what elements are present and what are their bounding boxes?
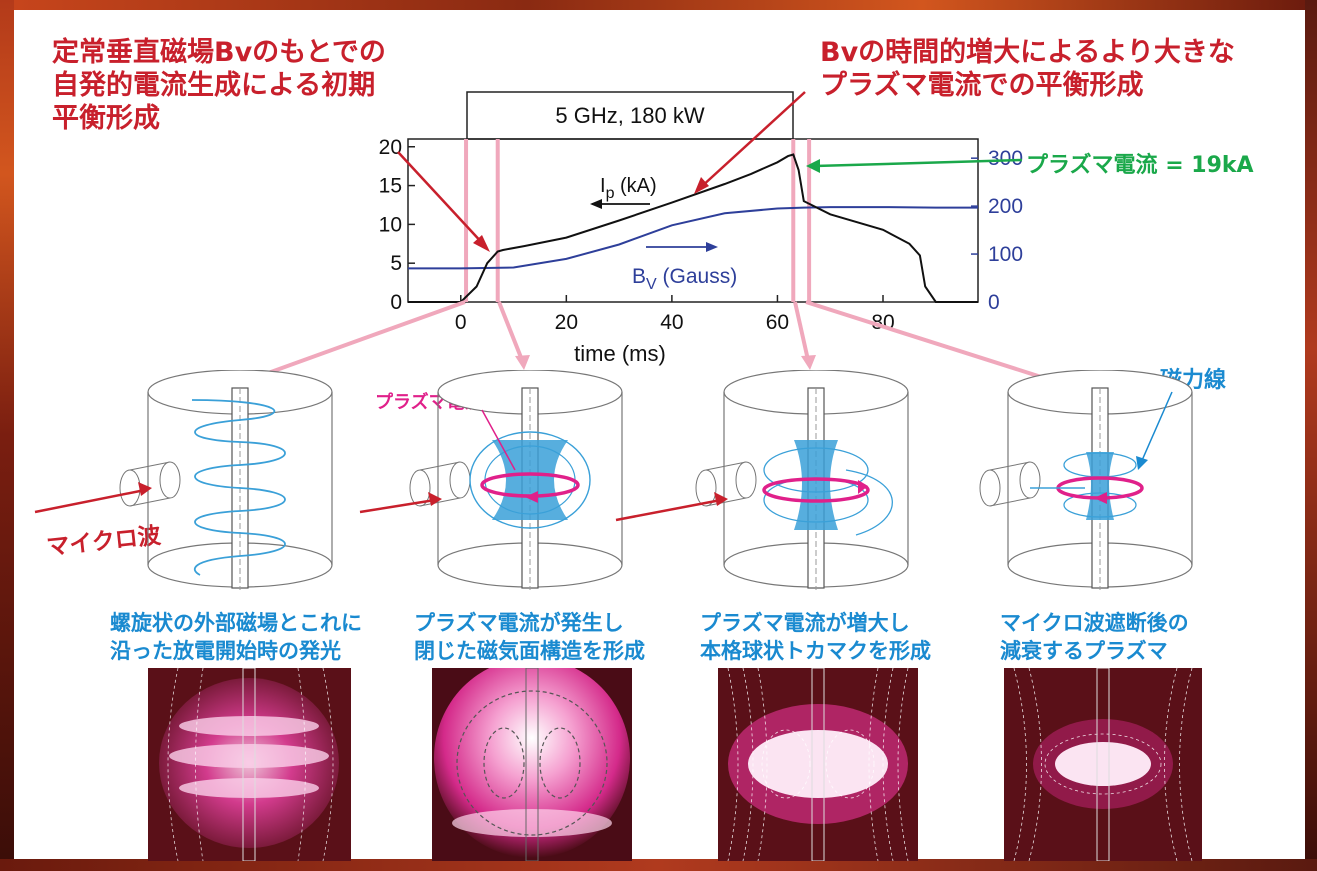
caption-1: 螺旋状の外部磁場とこれに 沿った放電開始時の発光 [110, 611, 362, 663]
header-box [466, 91, 794, 140]
photo-3 [718, 668, 918, 861]
y-left-tick-label: 20 [379, 136, 402, 159]
caption-4: マイクロ波遮断後の 減衰するプラズマ [1000, 611, 1189, 663]
y-left-tick-label: 10 [379, 213, 402, 236]
plasma-current-chart: 5 GHz, 180 kW 0 20 40 60 8005101520010020030… [233, 91, 1058, 380]
bv-label: BV (Gauss) [632, 265, 737, 293]
panel-3-cylinder [615, 370, 909, 591]
x-tick-label: 40 [660, 311, 683, 334]
ip-arrowhead [590, 199, 602, 209]
y-right-tick-label: 100 [988, 243, 1023, 266]
x-tick-label: 20 [555, 311, 578, 334]
caption-3: プラズマ電流が増大し 本格球状トカマクを形成 [700, 611, 931, 663]
x-tick-label: 0 [455, 311, 467, 334]
helical-field-lines [191, 399, 286, 576]
left-title-arrowhead [473, 235, 490, 252]
x-axis-label: time (ms) [574, 341, 666, 366]
y-right-tick-label: 200 [988, 195, 1023, 218]
photo-4 [1004, 668, 1202, 861]
caption-2: プラズマ電流が発生し 閉じた磁気面構造を形成 [414, 611, 645, 663]
right-title-arrow [699, 91, 806, 189]
panel-2-cylinder [359, 370, 623, 591]
left-title: 定常垂直磁場Bvのもとでの 自発的電流生成による初期 平衡形成 [52, 37, 386, 134]
top-border [0, 0, 1317, 10]
y-left-tick-label: 0 [390, 291, 402, 314]
y-right-tick-label: 300 [988, 147, 1023, 170]
right-title-arrowhead [694, 177, 709, 194]
y-right-tick-label: 0 [988, 291, 1000, 314]
panel-1-cylinder [34, 370, 333, 591]
ip-label: Ip (kA) [600, 175, 657, 202]
ip-series-line [408, 153, 978, 303]
plot-frame [407, 138, 979, 303]
bottom-border [0, 859, 1317, 871]
bv-series-line [408, 206, 978, 270]
left-border [0, 0, 14, 871]
bv-arrowhead [706, 242, 718, 252]
panel-4-cylinder [979, 370, 1193, 591]
y-left-tick-label: 5 [390, 252, 402, 275]
cylinder-panels [34, 370, 1193, 591]
left-title-arrow [397, 151, 486, 247]
header-box-text: 5 GHz, 180 kW [555, 103, 704, 128]
plasma-current-arrowhead [806, 159, 820, 173]
right-border [1305, 0, 1317, 871]
photo-1 [148, 668, 351, 861]
photo-2 [432, 668, 632, 861]
plasma-current-arrow [814, 158, 1023, 168]
right-title: Bvの時間的増大によるより大きな プラズマ電流での平衡形成 [820, 37, 1235, 101]
plasma-current-label: プラズマ電流 = 19kA [1026, 153, 1254, 178]
x-tick-label: 60 [766, 311, 789, 334]
y-left-tick-label: 15 [379, 175, 402, 198]
